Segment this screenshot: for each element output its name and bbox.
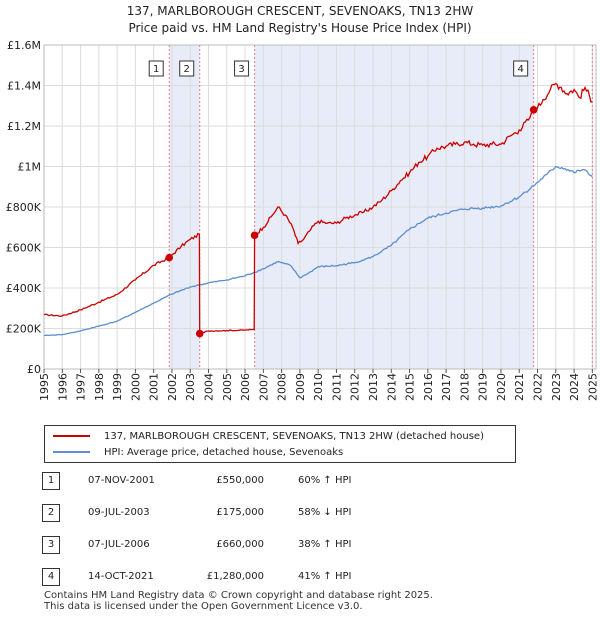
y-tick-label: £200K [6, 323, 42, 336]
y-tick-label: £0 [27, 363, 41, 376]
legend: 137, MARLBOROUGH CRESCENT, SEVENOAKS, TN… [44, 425, 516, 463]
transaction-number: 2 [42, 504, 60, 522]
y-tick-label: £1M [18, 161, 42, 174]
x-tick-label: 2007 [257, 373, 270, 401]
x-tick-label: 2018 [458, 373, 471, 401]
x-tick-label: 2022 [532, 373, 545, 401]
x-tick-label: 2020 [495, 373, 508, 401]
sale-points [165, 106, 538, 338]
title-line-1: 137, MARLBOROUGH CRESCENT, SEVENOAKS, TN… [126, 4, 474, 18]
chart-title: 137, MARLBOROUGH CRESCENT, SEVENOAKS, TN… [0, 3, 600, 37]
x-tick-label: 2008 [276, 373, 289, 401]
x-tick-label: 2021 [513, 373, 526, 401]
legend-label-price: 137, MARLBOROUGH CRESCENT, SEVENOAKS, TN… [104, 430, 484, 442]
x-tick-label: 1997 [75, 373, 88, 401]
sale-marker-label: 4 [517, 64, 523, 75]
sale-point [195, 329, 204, 338]
transaction-hpi: 60% ↑ HPI [298, 475, 352, 486]
y-axis-ticks: £0 £200K £400K £600K £800K £1M £1.2M £1.4M £1.6M [6, 39, 42, 376]
sale-marker-label: 3 [238, 64, 244, 75]
transaction-number: 1 [42, 472, 60, 490]
sale-marker-box [234, 60, 250, 77]
footer: Contains HM Land Registry data © Crown c… [44, 590, 433, 612]
x-tick-label: 2013 [367, 373, 380, 401]
transaction-hpi: 41% ↑ HPI [298, 571, 352, 582]
transaction-number: 4 [42, 568, 60, 586]
x-axis-ticks: 1995 1996 1997 1998 1999 2000 2001 2002 2003 2004… [38, 369, 599, 401]
x-tick-label: 2025 [586, 373, 599, 401]
x-tick-label: 2000 [129, 373, 142, 401]
table-row: 4 14-OCT-2021 £1,280,000 41% ↑ HPI [42, 568, 402, 588]
sale-point [250, 231, 259, 240]
x-tick-label: 2014 [385, 373, 398, 401]
footer-copyright: Contains HM Land Registry data © Crown c… [44, 590, 433, 601]
price-chart: 1 2 3 4 £0 £200K £400K £600K £800K £1M £1.2M £1.4M… [6, 39, 600, 401]
table-row: 2 09-JUL-2003 £175,000 58% ↓ HPI [42, 504, 402, 524]
x-tick-label: 2003 [184, 373, 197, 401]
x-tick-label: 2004 [203, 373, 216, 401]
sale-marker-box [179, 60, 195, 77]
x-tick-label: 2002 [166, 373, 179, 401]
transaction-price: £660,000 [216, 539, 264, 550]
hpi-line [43, 165, 593, 337]
x-tick-label: 2017 [440, 373, 453, 401]
x-tick-label: 2016 [422, 373, 435, 401]
transaction-number: 3 [42, 536, 60, 554]
y-tick-label: £800K [6, 201, 42, 214]
y-tick-label: £1.6M [7, 39, 41, 52]
sale-marker-label: 2 [184, 64, 190, 75]
legend-item-price: 137, MARLBOROUGH CRESCENT, SEVENOAKS, TN… [53, 429, 484, 443]
x-tick-label: 2005 [221, 373, 234, 401]
transaction-date: 07-JUL-2006 [88, 539, 150, 550]
plot-frame [43, 44, 597, 370]
legend-item-hpi: HPI: Average price, detached house, Seve… [53, 445, 343, 459]
legend-swatch-hpi [53, 451, 90, 453]
legend-label-hpi: HPI: Average price, detached house, Seve… [104, 446, 344, 458]
sale-marker-labels: 1 2 3 4 [148, 60, 529, 77]
sale-marker-label: 1 [153, 64, 159, 75]
x-tick-label: 1999 [111, 373, 124, 401]
x-tick-label: 2009 [294, 373, 307, 401]
footer-licence: This data is licensed under the Open Gov… [44, 601, 363, 612]
transaction-date: 14-OCT-2021 [88, 571, 154, 582]
table-row: 3 07-JUL-2006 £660,000 38% ↑ HPI [42, 536, 402, 556]
x-tick-label: 1998 [93, 373, 106, 401]
transaction-hpi: 38% ↑ HPI [298, 539, 352, 550]
x-tick-label: 2023 [550, 373, 563, 401]
y-tick-label: £400K [6, 282, 42, 295]
x-tick-label: 1996 [56, 373, 69, 401]
x-tick-label: 2006 [239, 373, 252, 401]
transaction-price: £550,000 [216, 475, 264, 486]
y-tick-label: £600K [6, 242, 42, 255]
x-tick-label: 2024 [568, 373, 581, 401]
price-paid-line [43, 82, 593, 335]
x-tick-label: 2015 [404, 373, 417, 401]
x-tick-label: 2011 [330, 373, 343, 401]
transaction-date: 09-JUL-2003 [88, 507, 150, 518]
transaction-hpi: 58% ↓ HPI [298, 507, 352, 518]
y-tick-label: £1.2M [7, 120, 41, 133]
y-tick-label: £1.4M [7, 80, 41, 93]
grid-lines [43, 44, 597, 370]
transaction-date: 07-NOV-2001 [88, 475, 155, 486]
legend-swatch-price [53, 435, 90, 437]
x-tick-label: 1995 [38, 373, 51, 401]
transaction-price: £1,280,000 [206, 571, 264, 582]
x-tick-label: 2010 [312, 373, 325, 401]
transaction-price: £175,000 [216, 507, 264, 518]
sale-point [165, 253, 174, 262]
table-row: 1 07-NOV-2001 £550,000 60% ↑ HPI [42, 472, 402, 492]
sale-point [529, 106, 538, 114]
sale-marker-box [148, 60, 164, 77]
sale-marker-box [513, 60, 529, 77]
x-tick-label: 2001 [148, 373, 161, 401]
x-tick-label: 2012 [349, 373, 362, 401]
title-line-2: Price paid vs. HM Land Registry's House … [128, 21, 472, 35]
data-series [43, 82, 593, 337]
x-tick-label: 2019 [477, 373, 490, 401]
